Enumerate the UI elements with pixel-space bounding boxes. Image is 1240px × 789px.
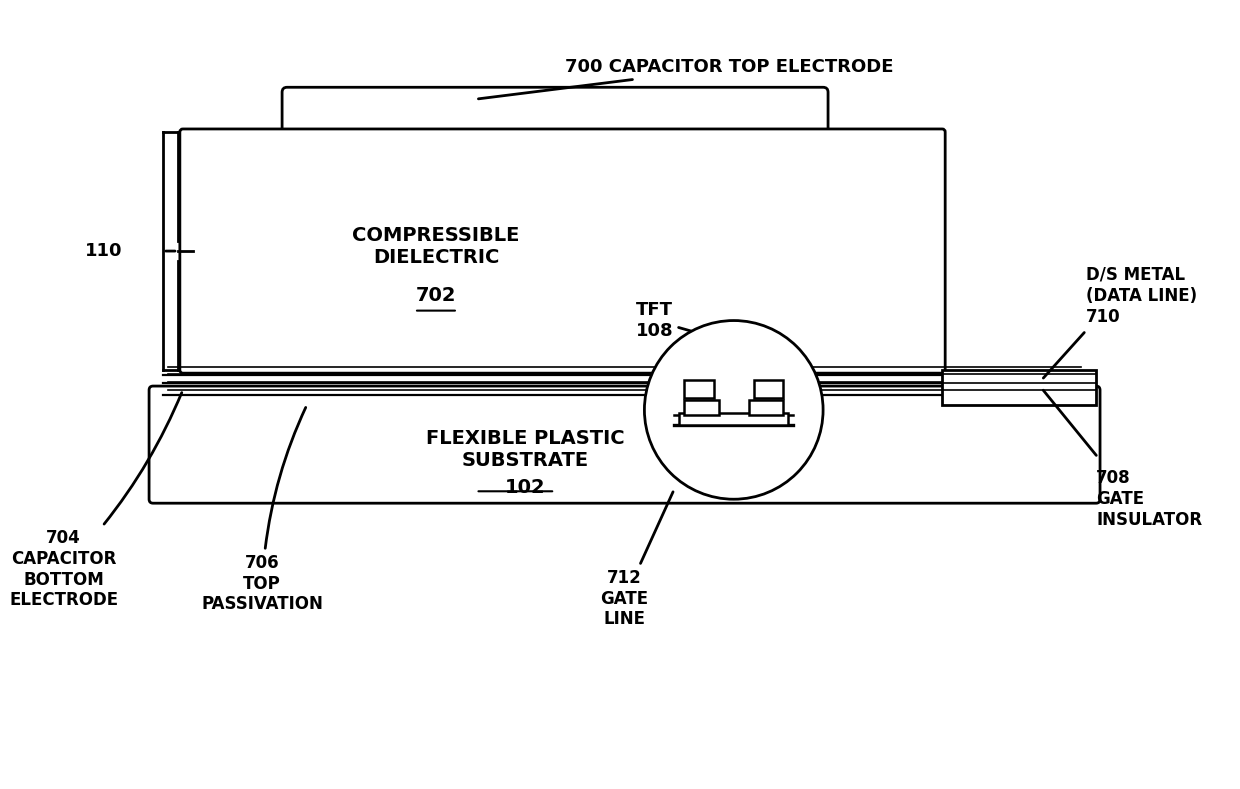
Bar <box>684 380 714 398</box>
FancyBboxPatch shape <box>149 386 1100 503</box>
Bar <box>754 380 784 398</box>
Text: 706
TOP
PASSIVATION: 706 TOP PASSIVATION <box>201 407 324 613</box>
Text: 700 CAPACITOR TOP ELECTRODE: 700 CAPACITOR TOP ELECTRODE <box>479 58 894 99</box>
Bar <box>153 390 1096 499</box>
Text: TFT
108: TFT 108 <box>636 301 722 340</box>
FancyBboxPatch shape <box>180 129 945 373</box>
Circle shape <box>645 320 823 499</box>
Text: 110: 110 <box>84 242 123 260</box>
Text: 704
CAPACITOR
BOTTOM
ELECTRODE: 704 CAPACITOR BOTTOM ELECTRODE <box>9 393 182 609</box>
Bar <box>749 400 784 415</box>
Bar <box>680 413 789 424</box>
Text: FLEXIBLE PLASTIC
SUBSTRATE: FLEXIBLE PLASTIC SUBSTRATE <box>427 429 625 470</box>
Text: 102: 102 <box>505 478 546 497</box>
FancyBboxPatch shape <box>281 88 828 137</box>
Bar <box>684 415 784 423</box>
Bar <box>942 370 1096 405</box>
Bar <box>684 400 719 415</box>
Text: D/S METAL
(DATA LINE)
710: D/S METAL (DATA LINE) 710 <box>1086 266 1198 326</box>
Text: 702: 702 <box>415 286 456 305</box>
Text: COMPRESSIBLE
DIELECTRIC: COMPRESSIBLE DIELECTRIC <box>352 226 520 267</box>
Text: 712
GATE
LINE: 712 GATE LINE <box>600 492 673 628</box>
Text: 708
GATE
INSULATOR: 708 GATE INSULATOR <box>1096 469 1203 529</box>
